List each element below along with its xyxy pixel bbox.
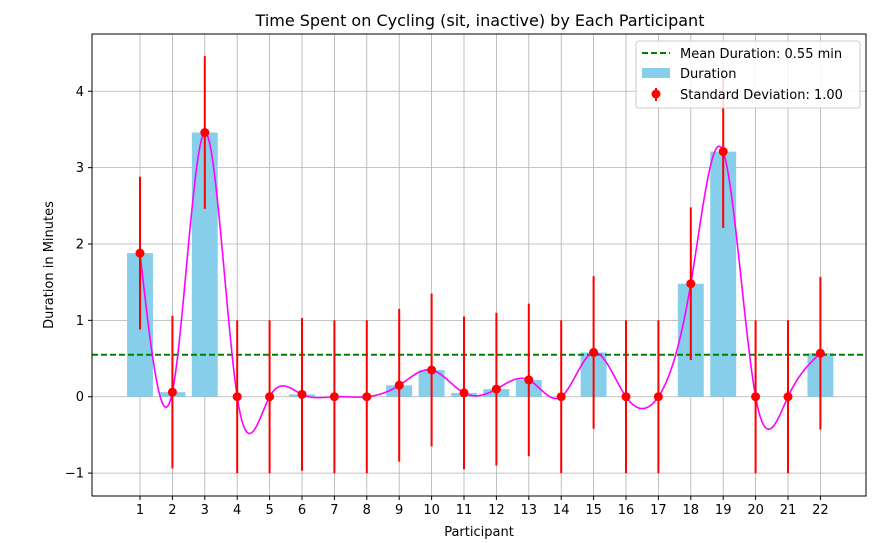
x-tick-label: 9 [395,503,403,518]
x-tick-label: 22 [812,503,829,518]
x-axis-label: Participant [444,525,514,540]
data-point [167,387,177,397]
x-tick-label: 4 [233,503,241,518]
x-tick-label: 6 [298,503,306,518]
x-tick-label: 18 [683,503,700,518]
data-point [686,279,696,289]
x-tick-label: 5 [265,503,273,518]
y-tick-label: 1 [76,314,84,329]
data-point [459,388,469,398]
legend-duration-label: Duration [680,67,736,82]
data-point [556,392,566,402]
data-point [718,147,728,157]
x-tick-label: 21 [780,503,797,518]
legend-error-dot-swatch [651,89,661,99]
x-tick-label: 11 [456,503,473,518]
data-point [232,392,242,402]
x-tick-label: 7 [330,503,338,518]
data-point [362,392,372,402]
x-tick-label: 12 [488,503,505,518]
legend-box [635,40,861,109]
legend: Mean Duration: 0.55 min Duration Standar… [635,40,861,109]
x-tick-label: 17 [650,503,667,518]
data-point [589,347,599,357]
x-tick-label: 8 [363,503,371,518]
y-tick-label: 4 [76,85,84,100]
x-tick-label: 13 [521,503,538,518]
smooth-curve [139,131,821,435]
x-tick-label: 15 [585,503,602,518]
data-point [621,392,631,402]
chart-title: Time Spent on Cycling (sit, inactive) by… [255,11,705,30]
y-tick-label: 3 [76,161,84,176]
data-point [653,392,663,402]
data-point [524,375,534,385]
plot-frame [91,33,867,497]
data-point [751,392,761,402]
data-point [297,389,307,399]
legend-duration-swatch [642,68,670,78]
x-tick-label: 19 [715,503,732,518]
y-axis-label: Duration in Minutes [42,201,57,329]
data-point [815,348,825,358]
x-tick-label: 3 [201,503,209,518]
y-tick-label: 0 [76,390,84,405]
x-tick-label: 1 [136,503,144,518]
legend-error-label: Standard Deviation: 1.00 [680,88,843,103]
data-points [135,128,825,402]
x-tick-label: 10 [423,503,440,518]
x-tick-label: 16 [618,503,635,518]
data-point [394,380,404,390]
y-tick-label: 2 [76,238,84,253]
x-tick-label: 14 [553,503,570,518]
x-ticks: 1 2 3 4 5 6 7 8 9 10 11 12 13 14 15 16 17 18 19 20 21 22 [136,496,829,518]
legend-mean-label: Mean Duration: 0.55 min [680,47,842,62]
y-tick-label: −1 [65,467,84,482]
data-point [491,384,501,394]
data-point [135,248,145,258]
data-point [200,128,210,138]
y-ticks: −1 0 1 2 3 4 [65,85,92,482]
data-point [265,392,275,402]
data-point [329,392,339,402]
x-tick-label: 20 [747,503,764,518]
data-point [783,392,793,402]
x-tick-label: 2 [168,503,176,518]
data-point [427,365,437,375]
